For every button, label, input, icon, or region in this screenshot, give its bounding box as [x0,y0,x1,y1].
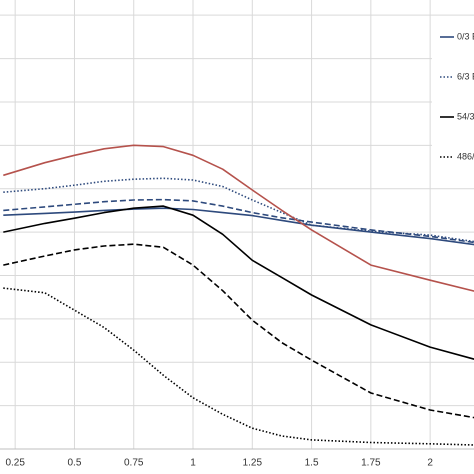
x-tick-label: 0.75 [124,458,144,469]
x-tick-label: 1.75 [361,458,381,469]
legend-label: 54/3 [457,111,474,121]
legend: 0/3 E 6/3 E 54/3 486/ [432,18,474,174]
series-line [3,207,474,246]
series-line [3,144,474,292]
plot-area [3,144,474,446]
x-tick-label: 2 [427,458,433,469]
x-tick-label: 0.25 [5,458,25,469]
series-line [3,205,474,360]
x-tick-label: 0.5 [68,458,82,469]
legend-label: 0/3 E [457,31,474,41]
legend-label: 6/3 E [457,71,474,81]
series-line [3,287,474,446]
legend-box [432,18,474,174]
x-tick-label: 1 [190,458,196,469]
series-line [3,243,474,419]
legend-label: 486/ [457,151,474,161]
x-tick-label: 1.5 [305,458,319,469]
x-tick-label: 1.25 [243,458,263,469]
series-line [3,198,474,244]
